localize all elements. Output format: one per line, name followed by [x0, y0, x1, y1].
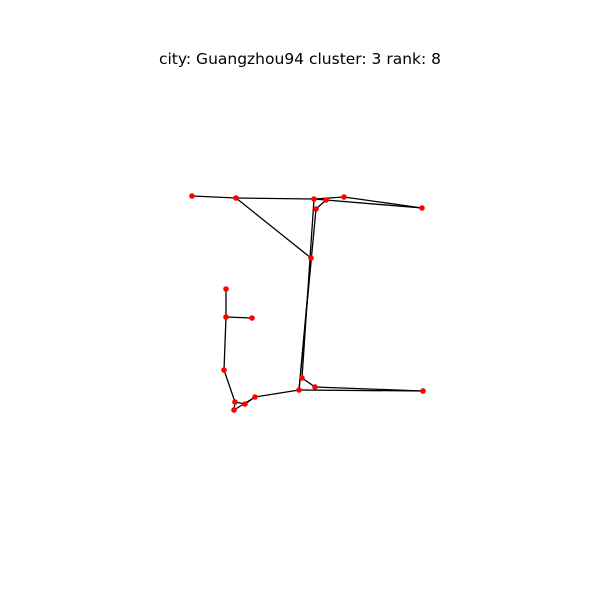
- graph-node: [341, 194, 347, 200]
- graph-edge: [223, 369, 236, 403]
- graph-node: [308, 255, 314, 261]
- graph-node: [221, 367, 227, 373]
- graph-node: [296, 387, 302, 393]
- edge-layer: [191, 195, 424, 411]
- graph-node: [232, 399, 238, 405]
- figure-title: city: Guangzhou94 cluster: 3 rank: 8: [159, 50, 441, 68]
- graph-node: [299, 375, 305, 381]
- node-layer: [189, 193, 426, 413]
- graph-node: [233, 195, 239, 201]
- graph-edge: [313, 198, 423, 209]
- graph-edge: [254, 389, 300, 398]
- graph-edge: [225, 316, 253, 319]
- graph-node: [420, 388, 426, 394]
- graph-node: [419, 205, 425, 211]
- graph-edge: [298, 389, 424, 392]
- graph-node: [189, 193, 195, 199]
- graph-node: [242, 401, 248, 407]
- graph-edge: [191, 195, 237, 199]
- graph-node: [312, 384, 318, 390]
- graph-edge: [235, 197, 315, 200]
- graph-node: [249, 315, 255, 321]
- graph-node: [252, 394, 258, 400]
- graph-edge: [313, 196, 345, 200]
- graph-edge: [343, 196, 423, 209]
- graph-node: [313, 206, 319, 212]
- graph-node: [323, 197, 329, 203]
- graph-node: [223, 286, 229, 292]
- graph-edge: [235, 197, 312, 259]
- graph-edge: [223, 316, 227, 371]
- graph-node: [231, 407, 237, 413]
- graph-edge: [298, 257, 312, 391]
- graph-node: [311, 196, 317, 202]
- graph-node: [223, 314, 229, 320]
